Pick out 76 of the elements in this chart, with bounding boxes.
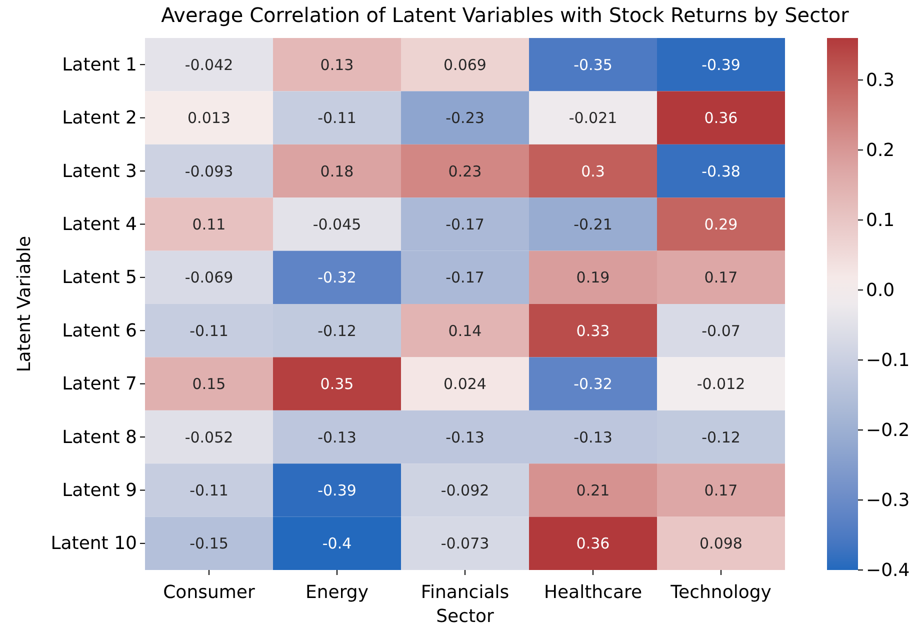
data-label: 0.15 <box>192 375 226 394</box>
data-label: -0.11 <box>190 322 228 340</box>
y-tick-label: Latent 8 <box>62 426 137 448</box>
data-label: 0.069 <box>444 56 486 74</box>
data-label: -0.069 <box>184 268 234 287</box>
x-tick-label: Consumer <box>163 582 256 603</box>
data-label: -0.32 <box>318 268 356 287</box>
data-label: -0.045 <box>312 215 362 234</box>
x-axis-title: Sector <box>436 606 495 626</box>
data-label: -0.17 <box>446 215 484 234</box>
data-label: 0.19 <box>576 268 610 287</box>
data-label: -0.38 <box>702 162 740 180</box>
data-label: -0.11 <box>190 481 228 500</box>
data-label: 0.18 <box>320 162 354 180</box>
data-label: -0.042 <box>184 56 234 74</box>
y-tick-label: Latent 6 <box>62 320 137 342</box>
y-tick-label: Latent 10 <box>50 533 137 554</box>
color-bar-label: 0.3 <box>866 70 895 91</box>
data-label: 0.024 <box>444 375 486 394</box>
color-bar-label: −0.1 <box>866 350 910 371</box>
color-bar-label: −0.4 <box>866 560 910 581</box>
chart-title: Average Correlation of Latent Variables with Stock Returns by Sector <box>161 3 850 27</box>
data-label: -0.093 <box>184 162 234 180</box>
data-label: -0.11 <box>318 109 356 128</box>
data-label: -0.073 <box>440 534 490 553</box>
y-tick-label: Latent 3 <box>62 160 137 182</box>
x-tick-label: Energy <box>305 582 369 603</box>
data-label: 0.013 <box>188 109 230 128</box>
data-label: -0.32 <box>574 375 612 394</box>
data-label: 0.33 <box>576 322 610 340</box>
data-label: -0.012 <box>696 375 746 394</box>
color-bar-label: −0.3 <box>866 490 910 511</box>
data-label: 0.14 <box>448 322 482 340</box>
y-tick-label: Latent 1 <box>62 54 137 76</box>
x-tick-label: Financials <box>420 582 510 603</box>
data-label: 0.36 <box>704 109 738 128</box>
data-label: 0.13 <box>320 56 354 74</box>
data-label: 0.23 <box>448 162 482 180</box>
y-tick-label: Latent 2 <box>62 108 137 129</box>
color-bar-label: 0.2 <box>866 140 895 161</box>
data-label: -0.12 <box>702 428 740 446</box>
data-label: -0.052 <box>184 428 234 446</box>
data-label: 0.21 <box>576 481 610 500</box>
data-label: -0.13 <box>574 428 612 446</box>
data-label: -0.15 <box>190 534 228 553</box>
data-label: -0.12 <box>318 322 356 340</box>
data-label: 0.098 <box>700 534 742 553</box>
data-label: -0.13 <box>318 428 356 446</box>
color-bar-label: −0.2 <box>866 420 910 441</box>
data-label: -0.17 <box>446 268 484 287</box>
data-label: 0.29 <box>704 215 738 234</box>
data-label: 0.11 <box>192 215 226 234</box>
color-bar-label: 0.1 <box>866 210 895 231</box>
data-label: -0.4 <box>322 534 352 553</box>
data-label: 0.36 <box>576 534 610 553</box>
y-tick-label: Latent 7 <box>62 374 137 395</box>
data-label: 0.17 <box>704 268 738 287</box>
data-label: -0.35 <box>574 56 612 74</box>
y-tick-label: Latent 4 <box>62 214 137 235</box>
data-label: -0.23 <box>446 109 484 128</box>
color-bar-label: 0.0 <box>866 280 895 301</box>
data-label: -0.39 <box>318 481 356 500</box>
x-tick-label: Technology <box>670 582 772 603</box>
data-label: -0.07 <box>702 322 740 340</box>
y-axis-title: Latent Variable <box>14 236 35 372</box>
y-tick-label: Latent 5 <box>62 267 137 288</box>
y-tick-label: Latent 9 <box>62 480 137 501</box>
x-tick-label: Healthcare <box>544 582 642 603</box>
data-label: -0.021 <box>568 109 618 128</box>
data-label: 0.17 <box>704 481 738 500</box>
data-label: 0.3 <box>581 162 605 180</box>
data-label: -0.39 <box>702 56 740 74</box>
data-label: -0.13 <box>446 428 484 446</box>
data-label: -0.21 <box>574 215 612 234</box>
data-label: -0.092 <box>440 481 490 500</box>
data-label: 0.35 <box>320 375 354 394</box>
